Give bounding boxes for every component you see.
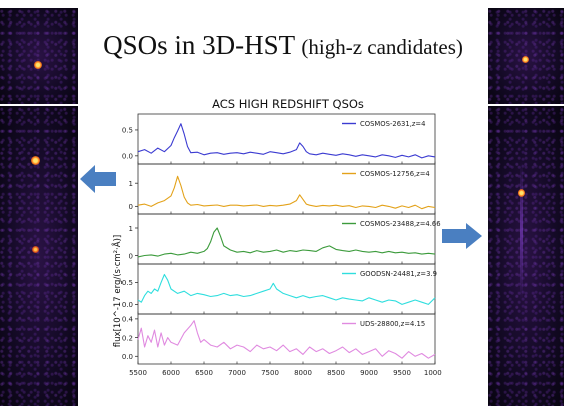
x-tick-label: 9000 (360, 369, 378, 377)
y-tick-label: 0 (129, 252, 133, 260)
thumbnail-mid-left (0, 106, 78, 406)
spectrum-line (137, 273, 436, 305)
legend-label: COSMOS-12756,z=4 (360, 170, 430, 178)
qso-source-blob (31, 156, 40, 165)
y-tick-label: 1 (129, 180, 133, 188)
x-tick-label: 7500 (261, 369, 279, 377)
legend-label: COSMOS-2631,z=4 (360, 120, 425, 128)
thumbnail-top-right (488, 8, 564, 104)
x-tick-label: 7000 (228, 369, 246, 377)
dispersed-spectrum-streak (520, 161, 523, 301)
x-tick-label: 8000 (294, 369, 312, 377)
legend-label: COSMOS-23488,z=4.66 (360, 220, 441, 228)
thumbnail-top-left (0, 8, 78, 104)
y-tick-label: 0.5 (122, 279, 133, 287)
spectrum-line (137, 320, 436, 359)
right-arrow-icon (442, 223, 482, 249)
y-tick-label: 1 (129, 225, 133, 233)
x-tick-label: 6000 (162, 369, 180, 377)
x-tick-label: 8500 (327, 369, 345, 377)
legend-label: GOODSN-24481,z=3.9 (360, 270, 437, 278)
y-tick-label: 0.4 (122, 316, 134, 324)
slide-title: QSOs in 3D-HST (high-z candidates) (78, 30, 488, 61)
x-tick-label: 10000 (424, 369, 442, 377)
qso-source-blob (518, 189, 525, 197)
qso-source-blob (522, 56, 529, 63)
spectrum-line (137, 175, 436, 210)
slide-title-main: QSOs in 3D-HST (103, 30, 295, 60)
y-tick-label: 0.2 (122, 334, 133, 342)
y-tick-label: 0 (129, 203, 133, 211)
thumbnail-mid-right (488, 106, 564, 406)
y-tick-label: 0.5 (122, 127, 133, 135)
legend-label: UDS-28800,z=4.15 (360, 320, 425, 328)
y-tick-label: 0.0 (122, 301, 133, 309)
y-tick-label: 0.0 (122, 353, 133, 361)
spectrum-line (137, 123, 436, 159)
y-tick-label: 0.0 (122, 153, 133, 161)
spectrum-line (137, 227, 436, 258)
qso-source-blob (32, 246, 39, 253)
x-tick-label: 5500 (129, 369, 147, 377)
left-arrow-icon (80, 165, 116, 193)
y-axis-label: flux[10^-17 erg/(s·cm²·Å)] (111, 235, 123, 347)
chart-title: ACS HIGH REDSHIFT QSOs (212, 97, 364, 111)
qso-source-blob (34, 61, 42, 69)
slide-title-sub: (high-z candidates) (301, 35, 463, 59)
x-tick-label: 9500 (393, 369, 411, 377)
x-tick-label: 6500 (195, 369, 213, 377)
qso-spectra-chart: ACS HIGH REDSHIFT QSOs flux[10^-17 erg/(… (111, 97, 442, 377)
